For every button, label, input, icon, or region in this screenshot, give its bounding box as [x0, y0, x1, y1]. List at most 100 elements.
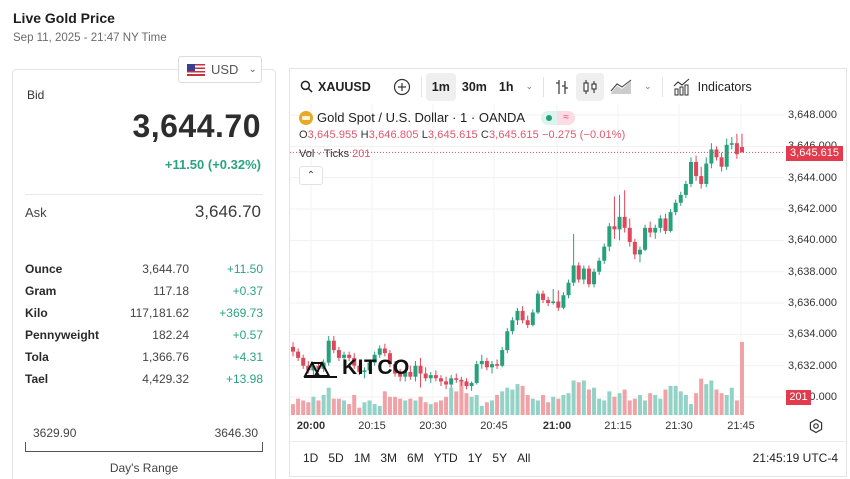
- range-1y-button[interactable]: 1Y: [467, 451, 483, 465]
- unit-price: 1,366.76: [142, 350, 189, 364]
- unit-change: +0.37: [232, 284, 263, 298]
- page-title: Live Gold Price: [13, 10, 115, 26]
- chart-clock[interactable]: 21:45:19 UTC-4: [752, 451, 838, 465]
- market-status-badge[interactable]: ≈: [541, 110, 576, 125]
- page-timestamp: Sep 11, 2025 - 21:47 NY Time: [13, 32, 167, 44]
- area-style-button[interactable]: [604, 73, 638, 101]
- ohlc-values: O3,645.955 H3,646.805 L3,645.615 C3,645.…: [299, 129, 625, 141]
- y-tick: 3,636.000: [788, 297, 837, 309]
- unit-name: Tola: [25, 350, 49, 364]
- search-icon: [300, 80, 313, 93]
- kitco-logo-icon: [303, 360, 337, 378]
- range-all-button[interactable]: All: [517, 451, 531, 465]
- chevron-down-icon: ⌄: [248, 64, 257, 75]
- interval-30m-button[interactable]: 30m: [461, 79, 487, 94]
- high-label: H: [360, 129, 369, 141]
- chart-style-dropdown-icon[interactable]: ⌄: [644, 81, 652, 91]
- unit-change: +4.31: [232, 350, 263, 364]
- close-label: C: [480, 129, 489, 141]
- x-tick: 21:15: [604, 420, 632, 432]
- range-1d-button[interactable]: 1D: [303, 451, 319, 465]
- unit-row-tael: Tael 4,429.32 +13.98: [25, 368, 263, 390]
- unit-name: Kilo: [25, 306, 48, 320]
- unit-row-tola: Tola 1,366.76 +4.31: [25, 346, 263, 368]
- area-chart-icon: [610, 79, 632, 94]
- volume-label: Vol · Ticks: [299, 148, 350, 160]
- chart-toolbar: XAUUSD 1m 30m 1h ⌄ ⌄ Indicators: [290, 70, 846, 103]
- unit-name: Pennyweight: [25, 328, 100, 342]
- unit-name: Ounce: [25, 262, 63, 276]
- y-tick: 3,632.000: [788, 360, 837, 372]
- currency-code: USD: [211, 62, 239, 77]
- ask-label: Ask: [25, 205, 47, 220]
- plus-circle-icon: [393, 78, 410, 95]
- symbol-label: XAUUSD: [318, 79, 371, 94]
- open-label: O: [299, 129, 308, 141]
- range-5d-button[interactable]: 5D: [328, 451, 344, 465]
- low-value: 3,645.615: [427, 129, 478, 141]
- divider: [25, 194, 263, 195]
- interval-dropdown-icon[interactable]: ⌄: [525, 81, 534, 91]
- gold-symbol-icon: [299, 110, 313, 125]
- range-ytd-button[interactable]: YTD: [433, 451, 458, 465]
- unit-row-kilo: Kilo 117,181.62 +369.73: [25, 302, 263, 324]
- close-value: 3,645.615: [488, 129, 539, 141]
- range-6m-button[interactable]: 6M: [407, 451, 424, 465]
- time-range-bar: 1D 5D 1M 3M 6M YTD 1Y 5Y All 21:45:19 UT…: [290, 441, 846, 474]
- candlestick-chart[interactable]: [290, 104, 784, 416]
- days-range-bar: [25, 442, 263, 452]
- unit-price: 182.24: [152, 328, 189, 342]
- range-5y-button[interactable]: 5Y: [492, 451, 508, 465]
- days-range-label: Day's Range: [109, 461, 179, 475]
- change-value: −0.275 (−0.01%): [541, 129, 626, 141]
- bar-replay-button[interactable]: [548, 73, 576, 101]
- kitco-watermark: KITCO: [303, 356, 410, 380]
- x-tick: 21:30: [665, 420, 693, 432]
- unit-change: +0.57: [232, 328, 263, 342]
- indicators-button[interactable]: Indicators: [667, 73, 758, 101]
- delayed-data-icon: ≈: [557, 110, 576, 125]
- open-value: 3,645.955: [307, 129, 358, 141]
- last-volume-tag: 201: [786, 390, 811, 405]
- indicators-icon: [673, 78, 689, 95]
- price-card: [12, 69, 276, 479]
- volume-legend: Vol · Ticks 201: [299, 148, 370, 160]
- toolbar-divider: [420, 76, 422, 97]
- chevron-up-icon: ⌃: [306, 170, 316, 181]
- candles-style-button[interactable]: [576, 72, 605, 101]
- x-tick: 20:30: [419, 420, 447, 432]
- chart-settings-icon[interactable]: [808, 418, 824, 434]
- watermark-text: KITCO: [342, 356, 410, 379]
- y-tick: 3,644.000: [788, 172, 837, 184]
- x-tick: 20:15: [358, 420, 386, 432]
- indicators-label: Indicators: [697, 79, 752, 94]
- unit-price: 117.18: [153, 284, 189, 298]
- instrument-title: Gold Spot / U.S. Dollar · 1 · OANDA: [317, 110, 526, 125]
- x-tick: 21:00: [542, 420, 572, 432]
- collapse-legend-button[interactable]: ⌃: [299, 166, 323, 185]
- currency-select[interactable]: USD ⌄: [178, 56, 262, 83]
- y-tick: 3,648.000: [788, 109, 837, 121]
- unit-row-pennyweight: Pennyweight 182.24 +0.57: [25, 324, 263, 346]
- y-tick: 3,638.000: [788, 266, 837, 278]
- interval-1m-button[interactable]: 1m: [425, 72, 456, 101]
- symbol-search-button[interactable]: XAUUSD: [290, 73, 377, 101]
- unit-price: 4,429.32: [142, 372, 189, 386]
- bid-label: Bid: [27, 88, 45, 102]
- unit-price: 117,181.62: [129, 306, 189, 320]
- bars-compare-icon: [556, 79, 569, 94]
- range-1m-button[interactable]: 1M: [353, 451, 371, 465]
- x-tick: 21:45: [727, 420, 755, 432]
- compare-symbol-button[interactable]: [387, 73, 417, 101]
- y-tick: 3,642.000: [788, 203, 837, 215]
- candlestick-icon: [583, 79, 597, 94]
- market-open-dot-icon: [541, 110, 558, 125]
- range-3m-button[interactable]: 3M: [380, 451, 398, 465]
- high-value: 3,646.805: [368, 129, 419, 141]
- bid-price: 3,644.70: [132, 108, 261, 144]
- ask-price: 3,646.70: [194, 202, 261, 221]
- toolbar-divider: [661, 76, 663, 97]
- time-axis[interactable]: 20:00 20:15 20:30 20:45 21:00 21:15 21:3…: [290, 418, 846, 436]
- x-tick: 20:45: [480, 420, 508, 432]
- interval-1h-button[interactable]: 1h: [498, 79, 514, 94]
